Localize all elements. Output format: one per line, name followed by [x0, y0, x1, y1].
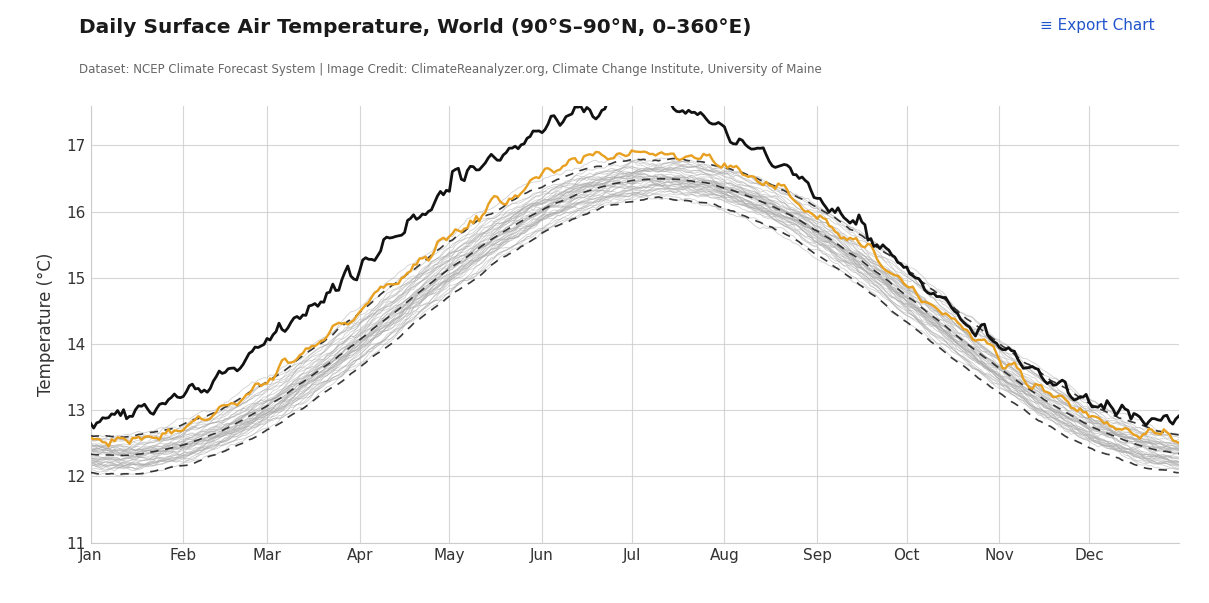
Text: Daily Surface Air Temperature, World (90°S–90°N, 0–360°E): Daily Surface Air Temperature, World (90… [79, 18, 751, 37]
Y-axis label: Temperature (°C): Temperature (°C) [37, 253, 56, 396]
Text: ≡ Export Chart: ≡ Export Chart [1040, 18, 1155, 33]
Text: Dataset: NCEP Climate Forecast System | Image Credit: ClimateReanalyzer.org, Cli: Dataset: NCEP Climate Forecast System | … [79, 63, 821, 77]
